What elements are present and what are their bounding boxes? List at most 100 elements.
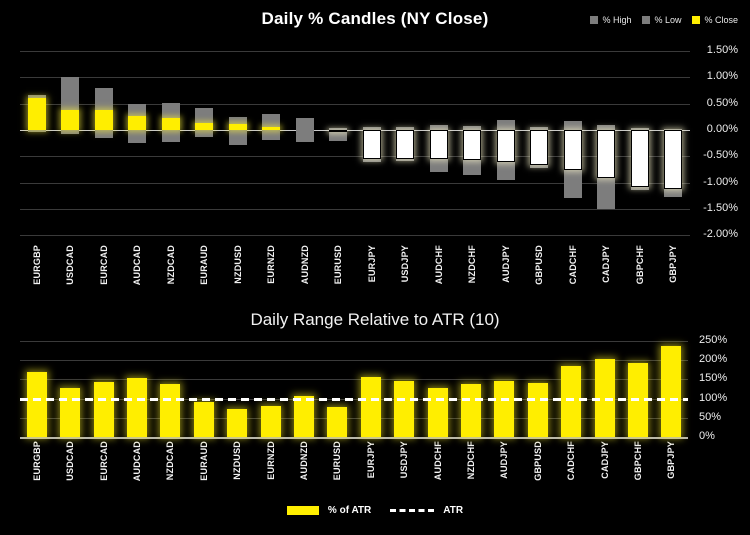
legend-label-low: % Low (654, 15, 682, 25)
candle-close-bar (396, 129, 415, 159)
legend-label-pct-of-atr: % of ATR (327, 505, 372, 516)
x-tick-label: EURJPY (365, 441, 376, 479)
x-tick-label: AUDCAD (131, 441, 142, 482)
candles-chart-title: Daily % Candles (NY Close) (261, 9, 489, 28)
x-tick-label: NZDUSD (232, 245, 243, 284)
gridline (20, 417, 688, 419)
x-tick-label: GBPJPY (668, 245, 679, 283)
x-tick-label: EURUSD (332, 441, 343, 481)
candle-close-bar (463, 129, 482, 161)
x-tick-label: AUDNZD (299, 245, 310, 285)
candle-close-bar (27, 97, 46, 130)
x-tick-label: USDJPY (400, 245, 411, 283)
candle-close-bar (563, 129, 582, 171)
x-tick-label: NZDUSD (232, 441, 243, 480)
gridline (20, 103, 690, 105)
atr-bar (427, 388, 448, 437)
candles-legend: % High % Low % Close (590, 15, 738, 25)
x-tick-label: NZDCHF (465, 441, 476, 480)
gridline (20, 50, 690, 52)
y-tick-label: 0.50% (706, 96, 738, 109)
atr-bar (360, 377, 381, 437)
x-tick-label: EURUSD (333, 245, 344, 285)
candle-range-bar (295, 117, 314, 142)
close-swatch-icon (692, 16, 701, 24)
x-tick-label: AUDCHF (432, 441, 443, 481)
x-tick-label: GBPJPY (666, 441, 677, 479)
candle-close-bar (94, 109, 113, 130)
atr-x-axis: EURGBP USDCAD EURCAD AUDCAD NZDCAD EURAUD NZDU… (20, 441, 688, 503)
y-tick-label: 100% (699, 391, 728, 404)
x-tick-label: USDJPY (399, 441, 410, 479)
candle-close-bar (195, 122, 214, 130)
atr-bar (60, 387, 81, 437)
low-swatch-icon (642, 16, 651, 24)
gridline (20, 360, 688, 362)
candle-range-bar (228, 116, 247, 145)
candle-close-bar (262, 126, 281, 130)
atr-bar (227, 409, 248, 437)
atr-bar (561, 365, 582, 437)
x-tick-label: AUDNZD (298, 441, 309, 481)
atr-bar (527, 383, 548, 437)
atr-bar (394, 380, 415, 437)
gridline (20, 208, 690, 210)
x-tick-label: CADJPY (599, 441, 610, 479)
x-tick-label: EURNZD (265, 441, 276, 480)
atr-bar (26, 371, 47, 437)
atr-bar (661, 346, 682, 437)
candles-plot-area (20, 45, 690, 241)
x-tick-label: CADCHF (566, 441, 577, 481)
y-tick-label: -2.00% (703, 228, 738, 241)
x-tick-label: GBPUSD (532, 441, 543, 481)
candle-close-bar (496, 129, 515, 163)
gridline (20, 235, 690, 237)
x-tick-label: EURJPY (366, 245, 377, 283)
atr-bar (126, 378, 147, 437)
x-tick-label: EURCAD (98, 441, 109, 481)
x-tick-label: NZDCAD (165, 441, 176, 481)
x-tick-label: USDCAD (65, 441, 76, 481)
legend-item-close: % Close (692, 15, 738, 25)
legend-label-high: % High (602, 15, 632, 25)
gridline (20, 156, 690, 158)
x-tick-label: EURNZD (266, 245, 277, 284)
atr-bar (93, 381, 114, 437)
y-tick-label: 200% (699, 353, 728, 366)
gridline (20, 77, 690, 79)
candle-close-bar (329, 129, 348, 133)
legend-label-atr: ATR (443, 505, 464, 516)
atr-legend: % of ATR ATR (0, 505, 750, 516)
atr-chart-title: Daily Range Relative to ATR (10) (250, 310, 500, 329)
y-tick-label: 250% (699, 333, 728, 346)
x-tick-label: AUDJPY (499, 441, 510, 479)
candles-x-axis: EURGBP USDCAD EURCAD AUDCAD NZDCAD EURAUD NZDU… (20, 245, 690, 307)
x-tick-label: EURGBP (31, 441, 42, 481)
candle-close-bar (597, 129, 616, 178)
atr-bar (293, 396, 314, 437)
y-tick-label: -0.50% (703, 149, 738, 162)
candle-close-bar (228, 124, 247, 130)
x-tick-label: EURGBP (31, 245, 42, 285)
atr-plot-area (20, 337, 688, 439)
atr-bar (494, 380, 515, 437)
gridline (20, 437, 688, 439)
y-tick-label: 1.00% (706, 70, 738, 83)
atr-bar (160, 383, 181, 437)
x-tick-label: CADJPY (601, 245, 612, 283)
atr-bar (193, 402, 214, 437)
legend-label-close: % Close (704, 15, 738, 25)
x-tick-label: CADCHF (567, 245, 578, 285)
atr-bar-swatch-icon (286, 506, 319, 515)
y-tick-label: -1.50% (703, 201, 738, 214)
atr-bar (327, 407, 348, 437)
gridline (20, 182, 690, 184)
y-tick-label: 150% (699, 372, 728, 385)
high-swatch-icon (590, 16, 599, 24)
candle-close-bar (61, 110, 80, 130)
atr-bar (260, 405, 281, 437)
atr-reference-line (20, 397, 688, 401)
x-tick-label: GBPUSD (534, 245, 545, 285)
y-tick-label: 0% (699, 430, 715, 442)
y-tick-label: 0.00% (706, 122, 738, 135)
